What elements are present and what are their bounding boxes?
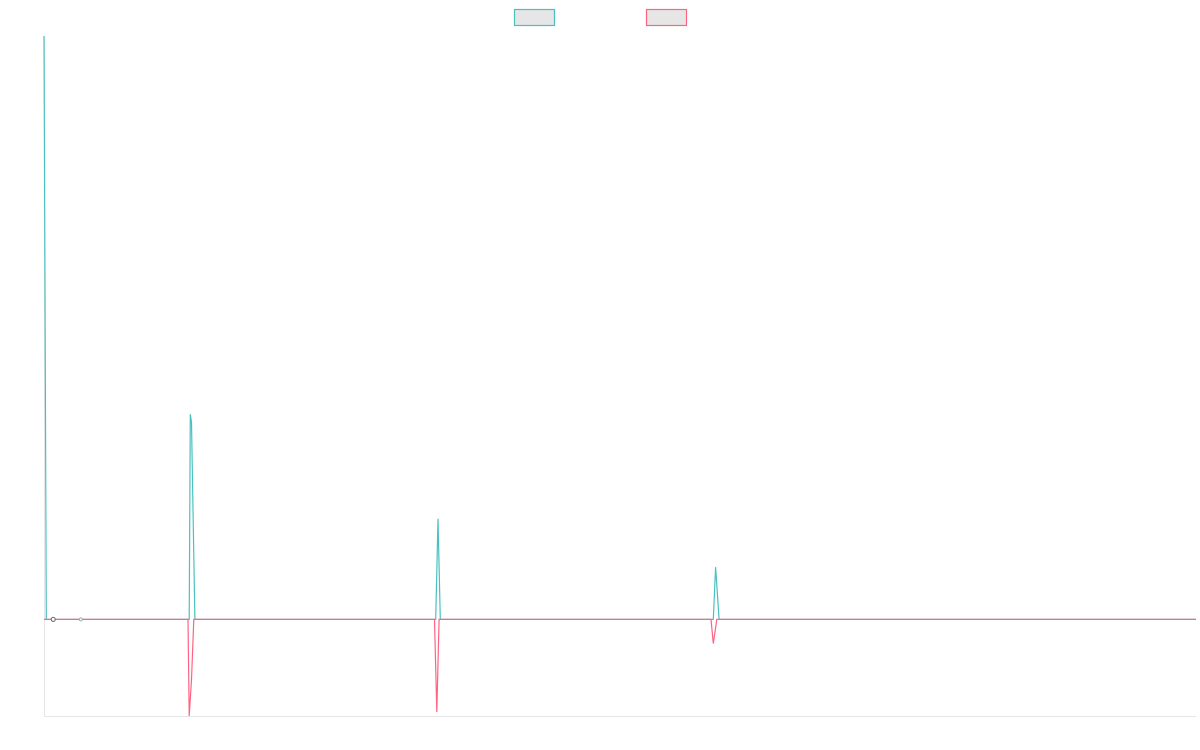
legend: [513, 8, 688, 27]
data-point-1[interactable]: [78, 617, 83, 622]
series-line-0: [43, 35, 1196, 621]
legend-swatch-0[interactable]: [513, 8, 556, 27]
series-line-1: [44, 618, 1196, 717]
legend-swatch-1[interactable]: [645, 8, 688, 27]
plot-area: [43, 35, 1196, 717]
data-point-0[interactable]: [50, 616, 56, 622]
